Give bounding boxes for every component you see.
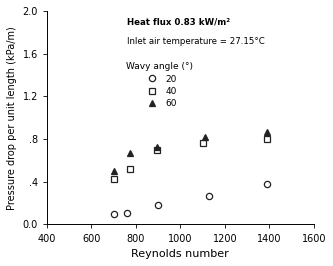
Y-axis label: Pressure drop per unit length (kPa/m): Pressure drop per unit length (kPa/m) (7, 26, 17, 210)
Text: Heat flux 0.83 kW/m²: Heat flux 0.83 kW/m² (127, 17, 230, 26)
Text: Inlet air temperature = 27.15°C: Inlet air temperature = 27.15°C (127, 36, 265, 45)
X-axis label: Reynolds number: Reynolds number (132, 249, 229, 259)
Legend: 20, 40, 60: 20, 40, 60 (126, 63, 193, 108)
